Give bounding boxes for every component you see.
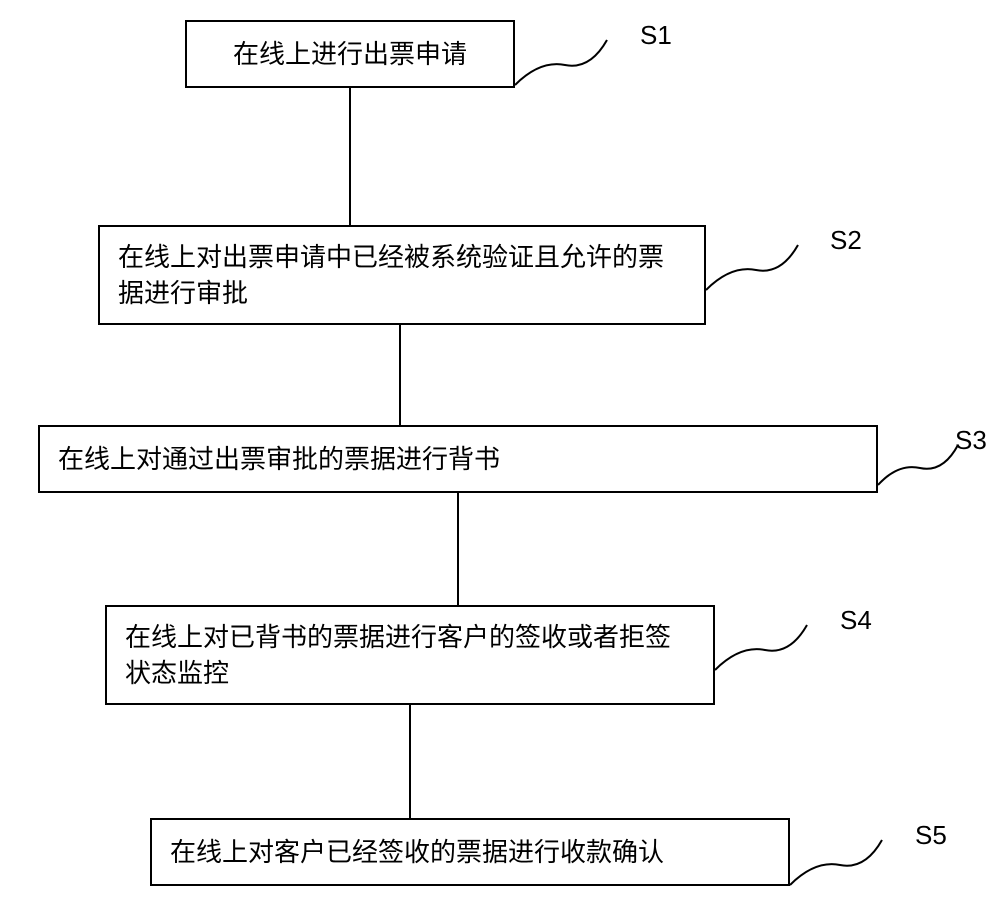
label-s3: S3 <box>955 425 987 456</box>
label-s5: S5 <box>915 820 947 851</box>
connector-1-2 <box>349 88 351 225</box>
flow-step-s2-text: 在线上对出票申请中已经被系统验证且允许的票据进行审批 <box>118 239 686 312</box>
flow-step-s1-text: 在线上进行出票申请 <box>233 36 467 72</box>
flow-step-s4: 在线上对已背书的票据进行客户的签收或者拒签状态监控 <box>105 605 715 705</box>
flow-step-s2: 在线上对出票申请中已经被系统验证且允许的票据进行审批 <box>98 225 706 325</box>
connector-3-4 <box>457 493 459 605</box>
connector-2-3 <box>399 325 401 425</box>
flow-step-s5: 在线上对客户已经签收的票据进行收款确认 <box>150 818 790 886</box>
label-curve-s5 <box>790 830 890 890</box>
label-s1: S1 <box>640 20 672 51</box>
flowchart-container: 在线上进行出票申请 S1 在线上对出票申请中已经被系统验证且允许的票据进行审批 … <box>0 0 1000 905</box>
label-s2: S2 <box>830 225 862 256</box>
flow-step-s3-text: 在线上对通过出票审批的票据进行背书 <box>58 441 500 477</box>
label-s4: S4 <box>840 605 872 636</box>
flow-step-s4-text: 在线上对已背书的票据进行客户的签收或者拒签状态监控 <box>125 619 695 692</box>
label-curve-s4 <box>715 615 815 675</box>
label-curve-s1 <box>515 30 615 90</box>
connector-4-5 <box>409 705 411 818</box>
flow-step-s5-text: 在线上对客户已经签收的票据进行收款确认 <box>170 834 664 870</box>
flow-step-s3: 在线上对通过出票审批的票据进行背书 <box>38 425 878 493</box>
label-curve-s2 <box>706 235 806 295</box>
flow-step-s1: 在线上进行出票申请 <box>185 20 515 88</box>
